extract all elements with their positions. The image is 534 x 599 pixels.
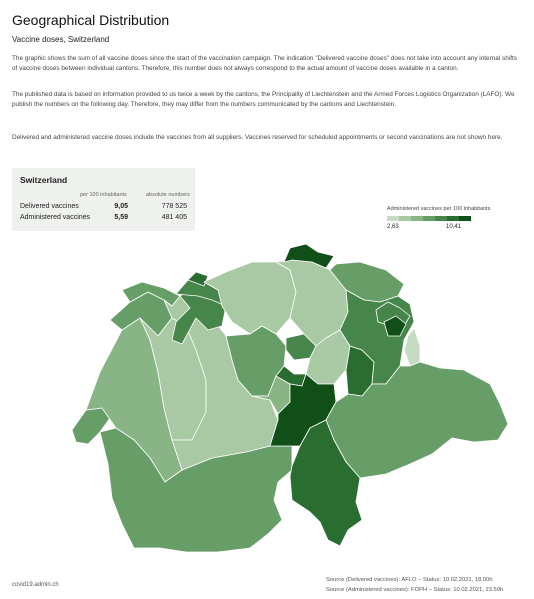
legend-swatch bbox=[447, 216, 459, 221]
source-administered: Source (Administered vaccines): FOPH – S… bbox=[326, 587, 504, 593]
switzerland-choropleth-map bbox=[71, 243, 509, 553]
description-paragraph: The published data is based on informati… bbox=[12, 91, 515, 108]
row-label-delivered: Delivered vaccines bbox=[20, 203, 79, 210]
row-label-administered: Administered vaccines bbox=[20, 214, 91, 221]
canton-basel-stadt[interactable] bbox=[187, 271, 209, 287]
summary-box: Switzerland per 100 inhabitants absolute… bbox=[12, 168, 195, 231]
canton-appenzell-ir[interactable] bbox=[383, 315, 407, 337]
administered-absolute-value: 481 405 bbox=[161, 214, 187, 221]
legend-min-label: 2,63 bbox=[387, 224, 399, 230]
summary-title: Switzerland bbox=[20, 175, 68, 185]
page-title: Geographical Distribution bbox=[12, 12, 170, 28]
page-subtitle: Vaccine doses, Switzerland bbox=[12, 35, 110, 44]
canton-valais[interactable] bbox=[99, 427, 293, 553]
description-paragraph: The graphic shows the sum of all vaccine… bbox=[12, 55, 517, 72]
site-credit: covid19.admin.ch bbox=[12, 582, 59, 588]
legend-swatch bbox=[423, 216, 435, 221]
canton-aargau[interactable] bbox=[203, 261, 297, 335]
canton-ticino[interactable] bbox=[289, 419, 363, 547]
description-paragraph: Delivered and administered vaccine doses… bbox=[12, 134, 503, 141]
column-header-per100: per 100 inhabitants bbox=[80, 192, 127, 198]
legend-swatch bbox=[399, 216, 411, 221]
legend-color-scale bbox=[387, 216, 471, 221]
legend-swatch bbox=[435, 216, 447, 221]
map-legend: Administered vaccines per 100 inhabitant… bbox=[387, 206, 527, 234]
source-delivered: Source (Delivered vaccines): AFLO – Stat… bbox=[326, 577, 493, 583]
delivered-per100-value: 9,05 bbox=[114, 203, 128, 210]
legend-swatch bbox=[459, 216, 471, 221]
legend-title: Administered vaccines per 100 inhabitant… bbox=[387, 206, 491, 212]
administered-per100-value: 5,59 bbox=[114, 214, 128, 221]
legend-max-label: 10,41 bbox=[446, 224, 462, 230]
legend-swatch bbox=[411, 216, 423, 221]
legend-swatch bbox=[387, 216, 399, 221]
column-header-absolute: absolute numbers bbox=[146, 192, 190, 198]
canton-schaffhausen[interactable] bbox=[283, 243, 335, 269]
delivered-absolute-value: 778 525 bbox=[161, 203, 187, 210]
